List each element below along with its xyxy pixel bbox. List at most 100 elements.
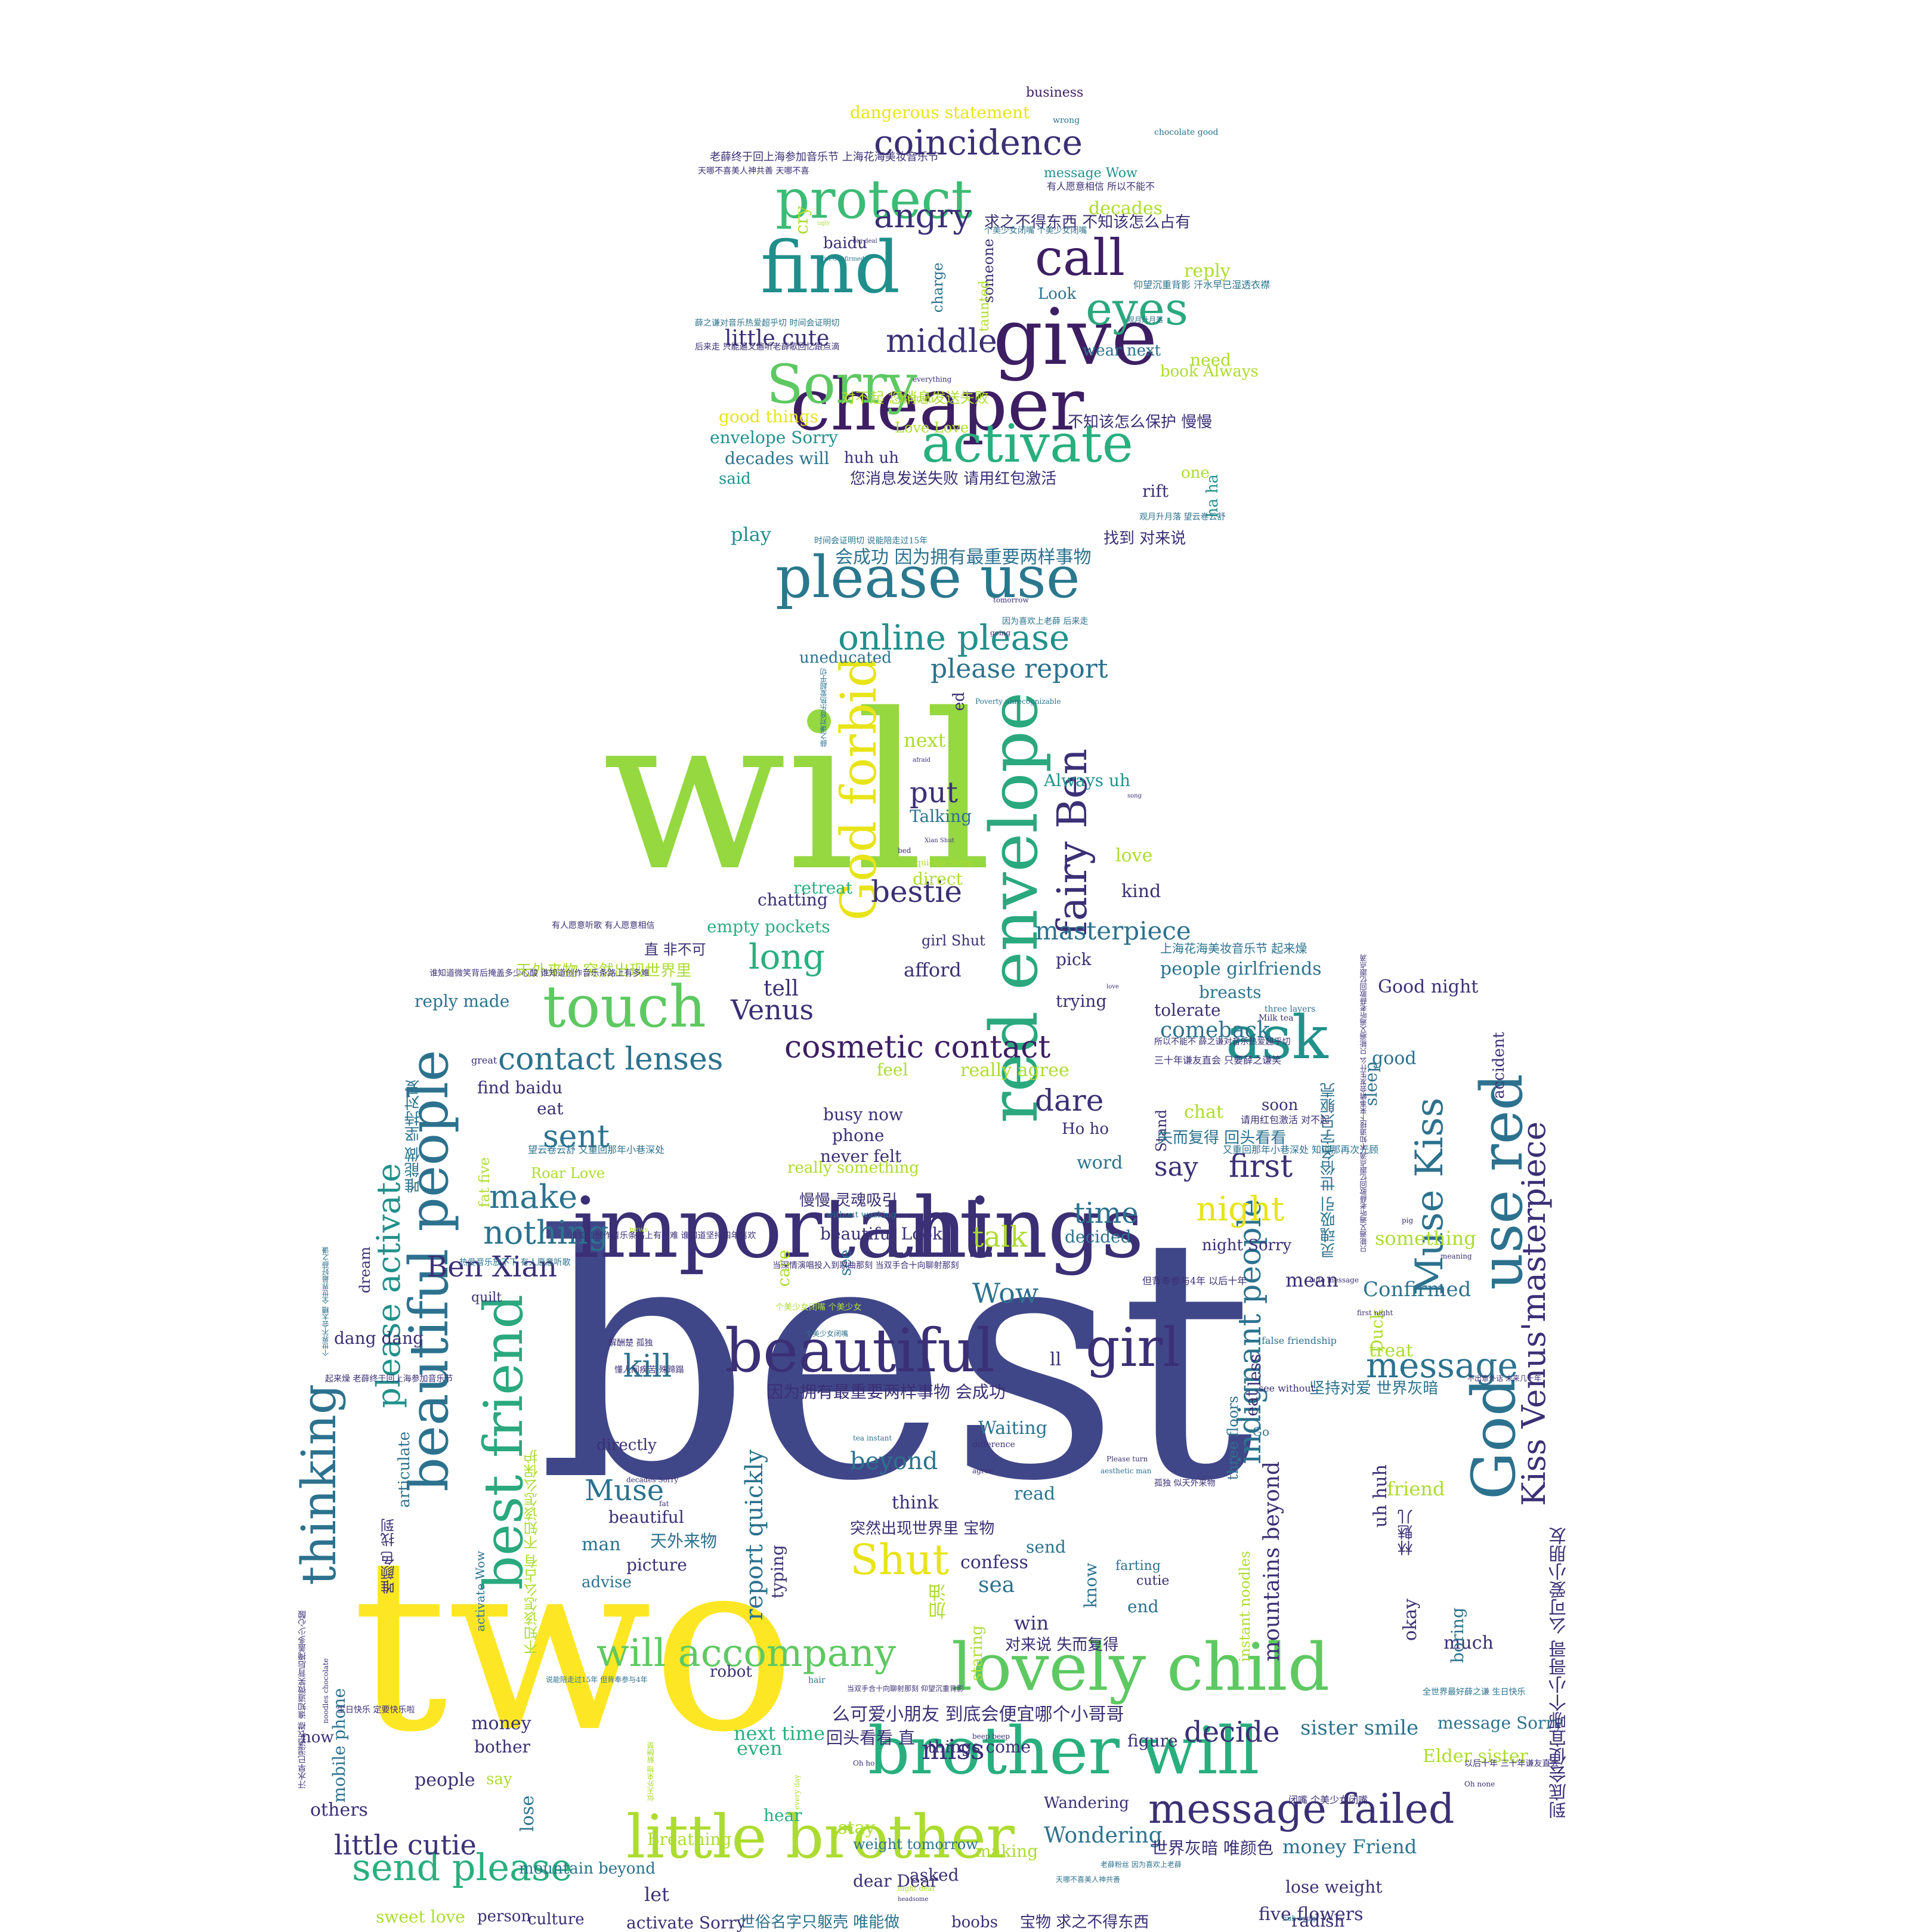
word-contact-lenses: contact lenses (498, 1041, 724, 1077)
word-cn-19: 天外来物 突然出现世界里 (516, 962, 692, 980)
word-little-cute: little cute (725, 326, 830, 351)
word-tiny-24: difference (972, 1440, 1015, 1449)
word-cn-43: 请用红包激活 对不起 (1241, 1114, 1330, 1126)
word-will: will (602, 668, 993, 918)
word-beautiful: beautiful (725, 1316, 995, 1386)
word-god: God (1459, 1378, 1529, 1500)
word-cn-70: 个美少女闭嘴 (805, 1330, 849, 1338)
word-even: even (737, 1737, 783, 1760)
word-cry: cry (792, 206, 812, 235)
word-tiny-17: false friendship (1262, 1335, 1337, 1346)
word-cn-20: 直 非不可 (644, 941, 706, 958)
word-roar-love: Roar Love (531, 1165, 605, 1182)
word-others: others (310, 1800, 368, 1820)
word-advise: advise (582, 1574, 632, 1591)
word-find-baidu: find baidu (477, 1078, 563, 1098)
word-tiny-13: Xian Shut (925, 837, 954, 844)
word-ed: ed (950, 692, 968, 712)
word-send: send (1026, 1537, 1066, 1557)
word-need: need (1190, 350, 1232, 370)
word-tiny-34: night dear (898, 1884, 936, 1893)
word-tiny-21: meaning (1441, 1252, 1472, 1260)
word-venus: Venus (731, 994, 814, 1026)
word-confess: confess (960, 1552, 1028, 1573)
word-stay: stay (838, 1817, 876, 1838)
word-sea: sea (978, 1573, 1015, 1597)
word-lovely-child: lovely child (951, 1629, 1330, 1705)
word-something: something (1375, 1227, 1476, 1250)
word-wow: Wow (972, 1277, 1039, 1309)
word-ask: ask (1226, 1003, 1328, 1072)
word-mean: mean (1285, 1269, 1339, 1291)
word-tiny-48: Go (1253, 1424, 1270, 1439)
word-cosmetic-contact: cosmetic contact (784, 1030, 1051, 1065)
word-cn-48: 但背奉参与4年 以后十年 (1142, 1275, 1247, 1287)
word-phone: phone (832, 1126, 885, 1145)
word-cn-05: 对不起 您消息发送失败 (841, 390, 989, 406)
word-next-time: next time (734, 1722, 825, 1745)
word-shut: Shut (850, 1535, 950, 1584)
word-asked: asked (910, 1865, 959, 1885)
word-cn-01: 会成功 因为拥有最重要两样事物 (835, 547, 1092, 568)
word-decided: decided (1065, 1227, 1132, 1247)
word-cn-30: 有人愿意相信 所以不能不 (1047, 181, 1155, 192)
word-wear-next: wear next (1083, 342, 1161, 360)
word-tiny-04: taunted (977, 280, 992, 332)
word-decades-will: decades will (725, 449, 830, 468)
word-tiny-15: Milk tea (1259, 1013, 1294, 1023)
word-ben-xian: Ben Xian (426, 1250, 557, 1284)
word-little-cutie: little cutie (334, 1829, 477, 1861)
word-cn-31: 个美少女闭嘴 个美少女闭嘴 (984, 226, 1087, 236)
word-farting: farting (1115, 1559, 1161, 1574)
word-mountains-beyond: mountains beyond (1260, 1461, 1284, 1662)
word-best-friend: best friend (472, 1294, 535, 1590)
word-envelope-sorry: envelope Sorry (710, 428, 838, 447)
word-sweet-love: sweet love (376, 1907, 465, 1927)
word-afford: afford (904, 959, 962, 981)
word-reply-made: reply made (415, 991, 510, 1011)
word-now: now (301, 1729, 334, 1746)
word-cn-45: 又重回那年小巷深处 知道那再次光顾 (1223, 1144, 1379, 1155)
word-chatting: chatting (758, 890, 828, 910)
word-activate-sorry: activate Sorry (626, 1913, 746, 1932)
word-dare: dare (1035, 1083, 1104, 1118)
word-cn-07: 因为拥有最重要两样事物 会成功 (766, 1382, 1006, 1402)
word-lose-weight: lose weight (1285, 1877, 1383, 1897)
word-cn-40: 上海花海美妆音乐节 起来燥 (1160, 941, 1307, 956)
word-always-uh: Always uh (1044, 771, 1130, 790)
word-girl: girl (1086, 1316, 1180, 1379)
word-breathing: Breathing (647, 1829, 732, 1849)
word-cn-21: 唯能做 坚持对爱 (404, 1080, 422, 1194)
word-tiny-43: song (1127, 793, 1142, 799)
word-cn-09: 天外来物 (650, 1531, 718, 1551)
word-important: important (573, 1180, 993, 1277)
word-tiny-42: ugly (817, 220, 830, 227)
word-soon: soon (1262, 1096, 1299, 1114)
word-cn-56: 全世界最好薛之谦 生日快乐 (1423, 1687, 1526, 1697)
word-tiny-44: love (1106, 984, 1119, 990)
word-busy-now: busy now (823, 1105, 903, 1124)
word-bother: bother (474, 1737, 531, 1757)
word-masterpiece: masterpiece (1035, 916, 1191, 945)
word-tiny-31: Oh ho (853, 1759, 875, 1767)
word-tiny-28: noodles chocolate (322, 1658, 330, 1724)
word-message-failed: message failed (1148, 1786, 1455, 1833)
word-cn-69: 薛之谦对音乐热爱超乎切 (820, 668, 828, 747)
word-wondering: Wondering (1044, 1823, 1163, 1848)
word-give: give (993, 292, 1158, 382)
word-making: making (975, 1841, 1038, 1861)
word-message-sorry: message Sorry (1438, 1713, 1563, 1733)
word-tiny-20: first night (1357, 1309, 1393, 1317)
word-love-love: Love Love (895, 419, 969, 436)
word-good-things: good things (719, 407, 819, 426)
word-tiny-45: instant noodles (1237, 1551, 1253, 1662)
word-cn-23: 到底会便宜哪个小哥哥 么可爱小朋友 (1549, 1527, 1570, 1819)
word-best: best (537, 1166, 1254, 1554)
word-okay: okay (1400, 1599, 1421, 1642)
word-empty-pockets: empty pockets (707, 917, 830, 936)
word-one: one (1181, 464, 1210, 482)
word-mountain-beyond: mountain beyond (519, 1860, 656, 1878)
word-friend: friend (1387, 1477, 1445, 1500)
word-cn-14: 世俗名字只躯壳 唯能做 (740, 1914, 900, 1931)
word-lose: lose (517, 1795, 538, 1832)
